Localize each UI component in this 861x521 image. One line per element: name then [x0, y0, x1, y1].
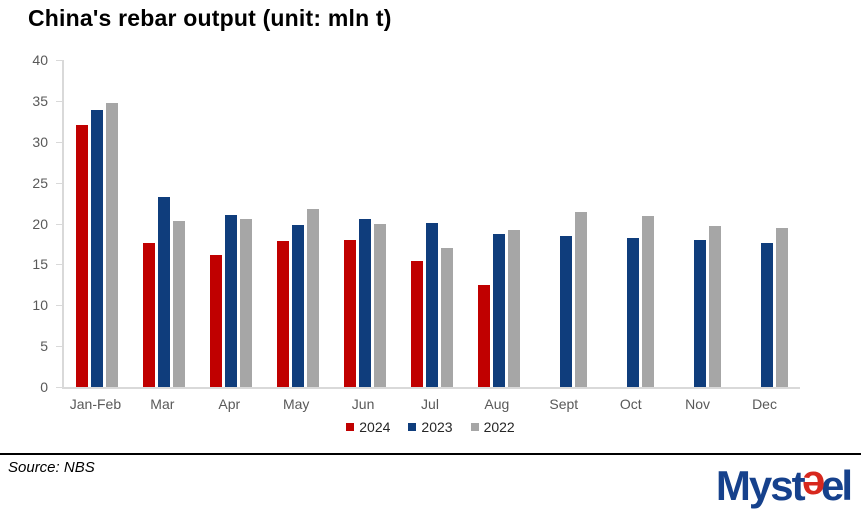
bar-group-mar [131, 60, 198, 387]
bar-group-sept [532, 60, 599, 387]
bar-group-oct [599, 60, 666, 387]
bar-2023-jul [425, 222, 438, 387]
x-tick-label-aug: Aug [484, 396, 510, 412]
bar-2024-may [277, 240, 290, 387]
logo-blue-e-icon: e [820, 462, 844, 509]
y-tick-label-0: 0 [40, 379, 48, 395]
y-tick-mark-35 [56, 100, 62, 102]
bar-2023-nov [693, 239, 706, 387]
plot-area [62, 60, 800, 389]
bar-group-nov [666, 60, 733, 387]
source-text: Source: NBS [8, 459, 95, 476]
bar-2024-jul [410, 261, 423, 387]
legend-swatch-2024 [346, 423, 355, 431]
y-tick-mark-15 [56, 264, 62, 266]
x-tick-label-oct: Oct [619, 396, 642, 412]
bar-2022-may [307, 208, 320, 387]
x-tick-label-jan-feb: Jan-Feb [69, 396, 122, 412]
bar-2022-aug [507, 230, 520, 387]
legend-label-2023: 2023 [421, 419, 453, 435]
legend-swatch-2022 [470, 423, 479, 431]
y-tick-mark-20 [56, 223, 62, 225]
bar-2023-oct [626, 238, 639, 387]
bar-2023-mar [158, 196, 171, 387]
y-tick-label-40: 40 [32, 52, 48, 68]
logo-red-e-icon: e [803, 463, 825, 510]
y-tick-label-5: 5 [40, 338, 48, 355]
y-tick-mark-30 [56, 141, 62, 143]
logo-part-myst: Myst [715, 462, 806, 509]
source-divider-line [0, 453, 861, 455]
chart-title: China's rebar output (unit: mln t) [28, 5, 392, 31]
x-tick-label-apr: Apr [218, 396, 241, 412]
x-axis-labels: Jan-Feb Mar Apr May Jun Jul Aug Sept Oct Nov Dec [62, 396, 798, 412]
y-tick-mark-0 [56, 387, 62, 388]
legend-item-2023: 2023 [408, 419, 453, 435]
mysteel-logo: Mysteel [715, 462, 853, 510]
y-tick-mark-25 [56, 182, 62, 184]
x-tick-label-mar: Mar [150, 396, 175, 412]
bar-group-apr [198, 60, 265, 387]
bar-2022-oct [641, 216, 654, 387]
bar-2023-aug [492, 234, 505, 387]
bar-2024-jan-feb [76, 125, 89, 387]
bar-2024-mar [143, 243, 156, 387]
bar-2023-may [292, 225, 305, 387]
bar-2023-apr [225, 215, 238, 387]
bar-2022-apr [240, 219, 253, 387]
x-tick-label-jun: Jun [351, 396, 375, 412]
x-tick-label-dec: Dec [752, 396, 777, 412]
bar-2023-jan-feb [91, 109, 104, 387]
bar-2022-dec [775, 228, 788, 387]
legend: 2024 2023 2022 [0, 419, 861, 435]
x-tick-label-sept: Sept [549, 396, 579, 412]
x-tick-label-may: May [282, 396, 310, 412]
legend-item-2022: 2022 [470, 419, 515, 435]
bar-2022-jul [440, 248, 453, 387]
bar-group-jan-feb [64, 60, 131, 387]
bar-2022-mar [173, 221, 186, 387]
x-tick-label-jul: Jul [421, 396, 439, 412]
y-tick-label-25: 25 [32, 174, 48, 191]
bar-2024-aug [477, 284, 490, 387]
x-tick-label-nov: Nov [685, 396, 711, 412]
bar-2024-jun [344, 239, 357, 387]
bar-group-dec [733, 60, 800, 387]
y-tick-mark-40 [56, 60, 62, 61]
y-tick-label-20: 20 [32, 215, 48, 232]
logo-part-l: l [841, 462, 853, 509]
y-tick-mark-10 [56, 305, 62, 307]
bar-group-jun [332, 60, 399, 387]
bar-group-may [265, 60, 332, 387]
legend-item-2024: 2024 [346, 419, 390, 435]
bar-2023-sept [559, 235, 572, 387]
bar-2022-sept [574, 212, 587, 387]
bar-group-aug [465, 60, 532, 387]
legend-label-2024: 2024 [359, 419, 391, 435]
bar-group-jul [399, 60, 466, 387]
bar-2022-jun [374, 223, 387, 387]
bar-2022-jan-feb [106, 102, 119, 387]
y-tick-label-15: 15 [32, 256, 48, 273]
y-tick-mark-5 [56, 346, 62, 348]
legend-swatch-2023 [408, 423, 417, 431]
y-tick-label-10: 10 [32, 297, 48, 314]
bar-2023-jun [359, 219, 372, 387]
bar-2022-nov [708, 225, 721, 387]
legend-label-2022: 2022 [483, 419, 515, 435]
y-tick-label-30: 30 [32, 133, 48, 150]
y-tick-label-35: 35 [32, 92, 48, 109]
bar-2023-dec [760, 243, 773, 387]
bar-2024-apr [210, 254, 223, 387]
